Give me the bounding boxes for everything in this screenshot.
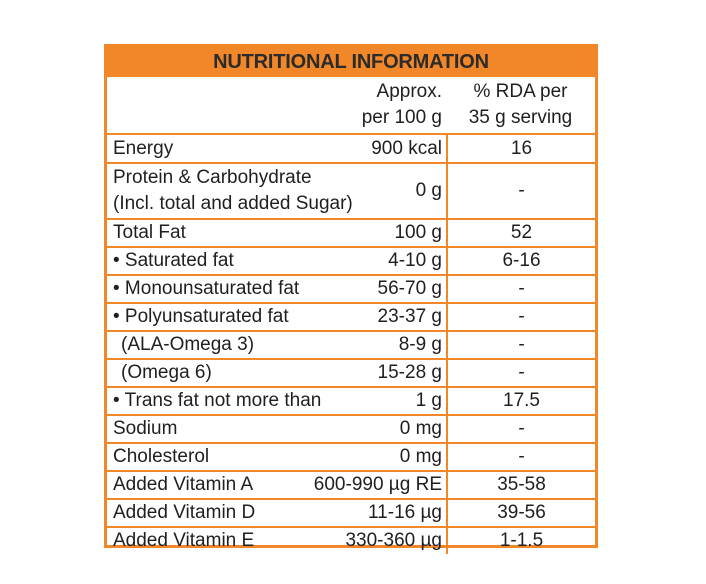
row-name: • Polyunsaturated fat [113,306,289,327]
row-rda: - [446,332,595,358]
row-rda: - [446,304,595,330]
row-amount: 8-9 g [398,334,442,355]
row-rda: - [446,276,595,302]
panel-title: NUTRITIONAL INFORMATION [107,47,595,77]
row-rda: 16 [446,135,595,162]
row-amount: 900 kcal [371,137,442,159]
row-name: Added Vitamin D [113,502,256,523]
table-row: • Trans fat not more than 1 g 17.5 [107,386,595,414]
table-row: Protein & Carbohydrate (Incl. total and … [107,162,595,218]
row-name-line1: Protein & Carbohydrate [113,167,312,188]
table-row: Energy 900 kcal 16 [107,133,595,162]
row-rda: - [446,164,595,218]
row-amount: 1 g [415,390,442,411]
row-amount: 0 g [415,180,442,201]
row-name: Protein & Carbohydrate (Incl. total and … [107,164,377,218]
row-amount: 23-37 g [377,306,442,327]
row-name: Cholesterol [113,446,210,467]
header-rda-cell: % RDA per 35 g serving [446,77,595,133]
row-name-line2: (Incl. total and added Sugar) [113,193,353,214]
table-row: Added Vitamin A 600-990 µg RE 35-58 [107,470,595,498]
header-amount-cell: Approx. per 100 g [328,77,446,133]
header-rda-line1: % RDA per [473,81,568,102]
row-name: • Saturated fat [113,250,234,271]
table-header-row: Approx. per 100 g % RDA per 35 g serving [107,77,595,133]
table-row: Added Vitamin D 11-16 µg 39-56 [107,498,595,526]
row-amount: 56-70 g [377,278,442,299]
row-name: Added Vitamin E [113,530,255,551]
row-amount: 0 mg [399,418,442,439]
table-row: Added Vitamin E 330-360 µg 1-1.5 [107,526,595,554]
row-rda: 52 [446,220,595,246]
header-amount-line2: per 100 g [361,107,442,128]
row-rda: 35-58 [446,472,595,498]
row-amount: 330-360 µg [345,530,442,551]
row-rda: 39-56 [446,500,595,526]
header-name-cell [107,77,328,133]
row-name: (ALA-Omega 3) [121,334,255,355]
table-row: Sodium 0 mg - [107,414,595,442]
row-rda: 6-16 [446,248,595,274]
row-amount: 100 g [394,222,442,243]
table-row: • Monounsaturated fat 56-70 g - [107,274,595,302]
row-name: • Monounsaturated fat [113,278,300,299]
row-name: Total Fat [113,222,186,243]
row-amount: 11-16 µg [368,502,442,523]
row-rda: 17.5 [446,388,595,414]
table-row: (ALA-Omega 3) 8-9 g - [107,330,595,358]
row-amount: 600-990 µg RE [313,474,442,495]
table-row: • Polyunsaturated fat 23-37 g - [107,302,595,330]
row-rda: - [446,360,595,386]
row-amount: 15-28 g [377,362,442,383]
table-row: • Saturated fat 4-10 g 6-16 [107,246,595,274]
nutrition-panel: NUTRITIONAL INFORMATION Approx. per 100 … [104,44,598,554]
row-amount: 4-10 g [388,250,442,271]
header-amount-line1: Approx. [376,81,442,102]
row-amount: 0 mg [399,446,442,467]
row-rda: - [446,416,595,442]
header-rda-line2: 35 g serving [468,107,573,128]
table-row: Cholesterol 0 mg - [107,442,595,470]
row-name: Added Vitamin A [113,474,254,495]
table-row: (Omega 6) 15-28 g - [107,358,595,386]
row-name: Energy [113,137,174,159]
table-row: Total Fat 100 g 52 [107,218,595,246]
row-rda: - [446,444,595,470]
row-rda: 1-1.5 [446,528,595,554]
row-name: Sodium [113,418,178,439]
row-name: (Omega 6) [121,362,212,383]
row-name: • Trans fat not more than [113,390,322,411]
nutrition-table: Approx. per 100 g % RDA per 35 g serving… [107,77,595,554]
